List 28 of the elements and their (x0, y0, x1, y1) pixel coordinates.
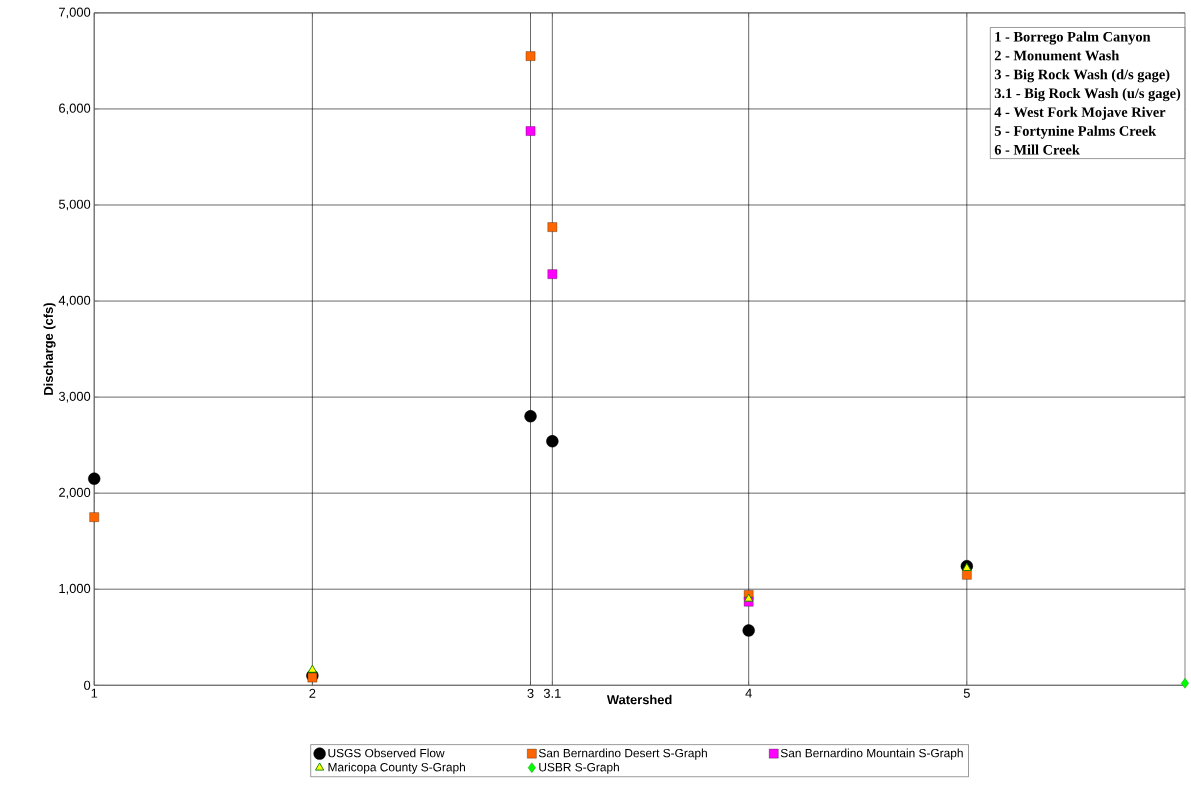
legend-label: San Bernardino Mountain S-Graph (780, 748, 963, 760)
legend-label: Maricopa County S-Graph (328, 762, 465, 774)
x-axis-title: Watershed (606, 694, 672, 705)
y-tick-label: 4,000 (58, 295, 91, 307)
x-tick-label: 2 (309, 688, 316, 698)
x-tick-label: 4 (745, 688, 752, 698)
x-tick-label: 3.1 (543, 688, 561, 698)
y-tick-label: 2,000 (59, 487, 91, 499)
annotation: 5 - Fortynine Palms Creek (994, 125, 1157, 139)
x-tick-label: 1 (91, 688, 98, 698)
legend-label: USBR S-Graph (539, 762, 619, 774)
annotation: 3.1 - Big Rock Wash (u/s gage) (994, 87, 1181, 102)
y-tick-label: 1,000 (59, 583, 91, 595)
y-tick-label: 0 (84, 680, 91, 690)
y-tick-label: 3,000 (58, 391, 91, 403)
annotation: 1 - Borrego Palm Canyon (995, 31, 1151, 45)
y-tick-label: 6,000 (59, 103, 91, 115)
x-tick-label: 3 (527, 688, 534, 698)
annotation: 2 - Monument Wash (994, 50, 1120, 61)
y-tick-label: 5,000 (58, 199, 91, 211)
y-tick-label: 7,000 (59, 7, 91, 19)
annotation: 4 - West Fork Mojave River (994, 106, 1166, 120)
legend-label: San Bernardino Desert S-Graph (538, 748, 707, 760)
annotation: 6 - Mill Creek (994, 144, 1080, 155)
annotation: 3 - Big Rock Wash (d/s gage) (994, 69, 1170, 83)
legend-label: USGS Observed Flow (328, 748, 445, 758)
x-tick-label: 5 (963, 688, 970, 698)
y-axis-title: Discharge (cfs) (43, 303, 56, 395)
